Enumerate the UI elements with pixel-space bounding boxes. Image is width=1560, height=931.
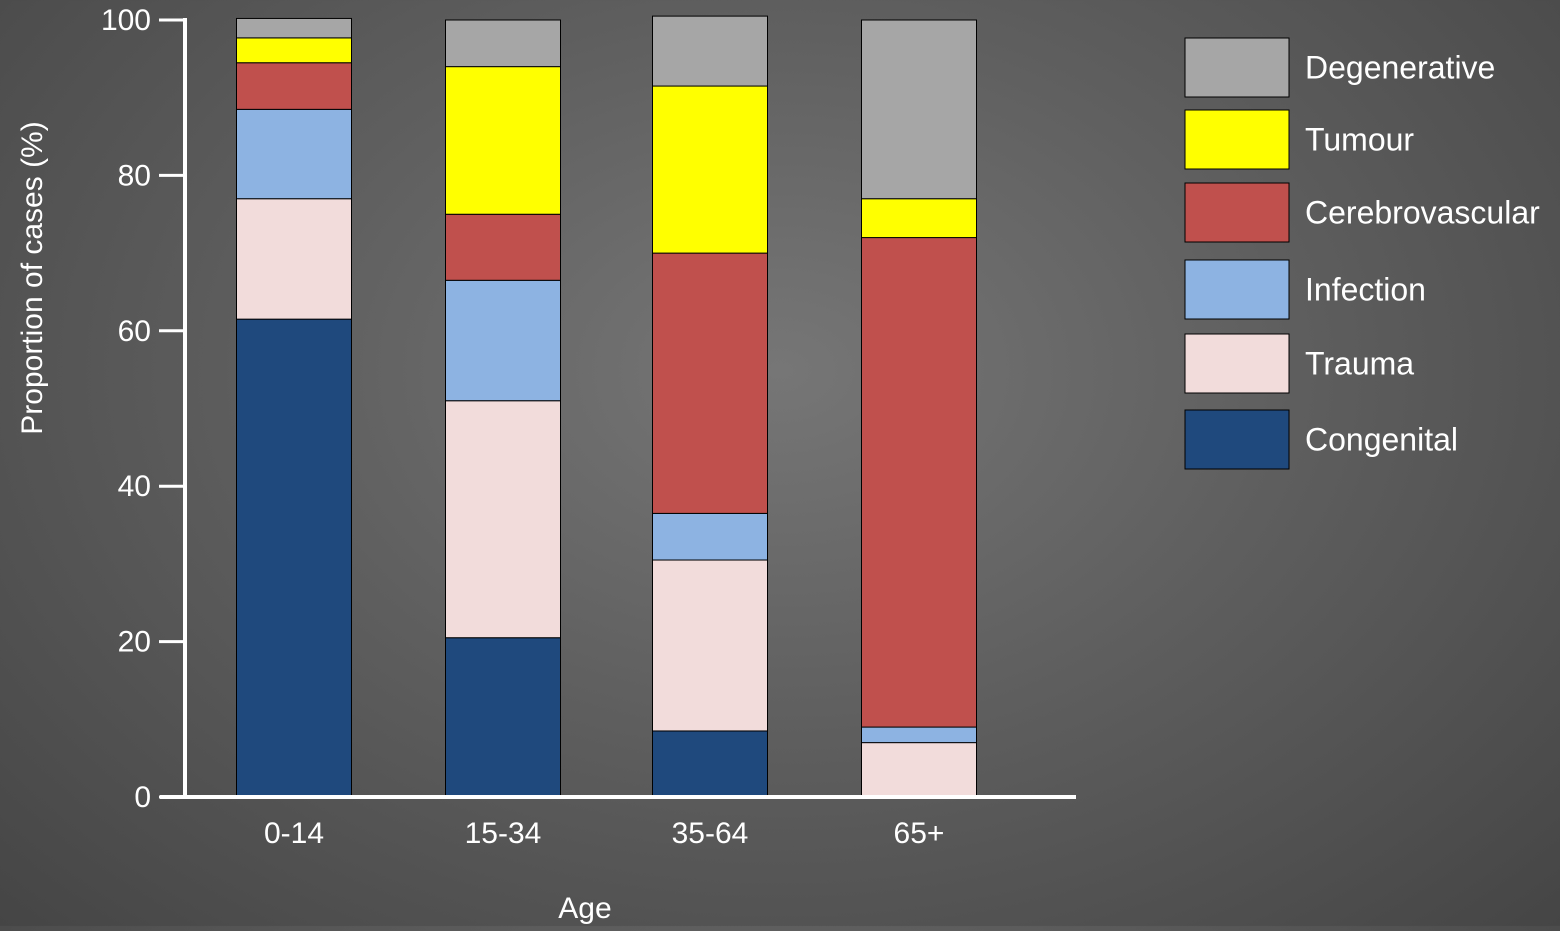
y-tick-label-40: 40 — [118, 470, 151, 503]
bar-segment-65-degenerative — [861, 19, 977, 200]
bar-segment-0-14-degenerative — [236, 17, 352, 39]
y-tick-label-100: 100 — [101, 4, 151, 37]
bar-segment-0-14-infection — [236, 108, 352, 200]
legend: Degenerative Tumour Cerebrovascular Infecti… — [1184, 37, 1540, 470]
bar-segment-35-64-infection — [652, 512, 768, 561]
bar-segment-15-34-cerebrovascular — [445, 213, 561, 281]
bar-segment-0-14-tumour — [236, 37, 352, 64]
bar-segment-65-tumour — [861, 198, 977, 239]
y-tick-label-80: 80 — [118, 159, 151, 192]
bar-segment-65-infection — [861, 726, 977, 744]
y-tick-label-0: 0 — [134, 781, 151, 814]
legend-swatch-cerebrovascular — [1184, 182, 1290, 243]
legend-swatch-tumour — [1184, 109, 1290, 170]
y-tick-label-20: 20 — [118, 626, 151, 659]
bar-segment-65-trauma — [861, 742, 977, 798]
bar-segment-0-14-congenital — [236, 318, 352, 798]
bar-segment-0-14-cerebrovascular — [236, 62, 352, 110]
legend-swatch-degenerative — [1184, 37, 1290, 98]
bar-segment-35-64-cerebrovascular — [652, 252, 768, 514]
x-axis-title: Age — [558, 892, 611, 925]
bar-segment-35-64-congenital — [652, 730, 768, 798]
legend-swatch-infection — [1184, 259, 1290, 320]
x-tick-label-15-34: 15-34 — [465, 817, 542, 850]
y-tick-label-60: 60 — [118, 315, 151, 348]
bar-segment-15-34-trauma — [445, 400, 561, 639]
axes-layer: 0 20 40 60 80 100 0-14 15-34 35-64 65+ — [101, 4, 1076, 850]
legend-label-infection: Infection — [1305, 272, 1426, 308]
legend-swatch-congenital — [1184, 409, 1290, 470]
bar-segment-35-64-tumour — [652, 85, 768, 254]
x-tick-label-65: 65+ — [894, 817, 945, 850]
bar-segment-15-34-tumour — [445, 66, 561, 215]
legend-label-degenerative: Degenerative — [1305, 50, 1495, 86]
x-tick-label-35-64: 35-64 — [672, 817, 749, 850]
legend-label-cerebrovascular: Cerebrovascular — [1305, 195, 1540, 231]
bar-segment-0-14-trauma — [236, 198, 352, 320]
bar-segment-15-34-infection — [445, 279, 561, 402]
bar-segment-15-34-congenital — [445, 637, 561, 798]
bars-layer — [236, 15, 977, 798]
bar-segment-15-34-degenerative — [445, 19, 561, 68]
bar-segment-35-64-trauma — [652, 559, 768, 732]
legend-label-congenital: Congenital — [1305, 422, 1458, 458]
bar-segment-35-64-degenerative — [652, 15, 768, 87]
legend-label-trauma: Trauma — [1305, 346, 1414, 382]
bar-segment-65-cerebrovascular — [861, 237, 977, 728]
legend-swatch-trauma — [1184, 333, 1290, 394]
legend-label-tumour: Tumour — [1305, 122, 1414, 158]
y-axis-title: Proportion of cases (%) — [16, 121, 49, 434]
x-tick-label-0-14: 0-14 — [264, 817, 324, 850]
